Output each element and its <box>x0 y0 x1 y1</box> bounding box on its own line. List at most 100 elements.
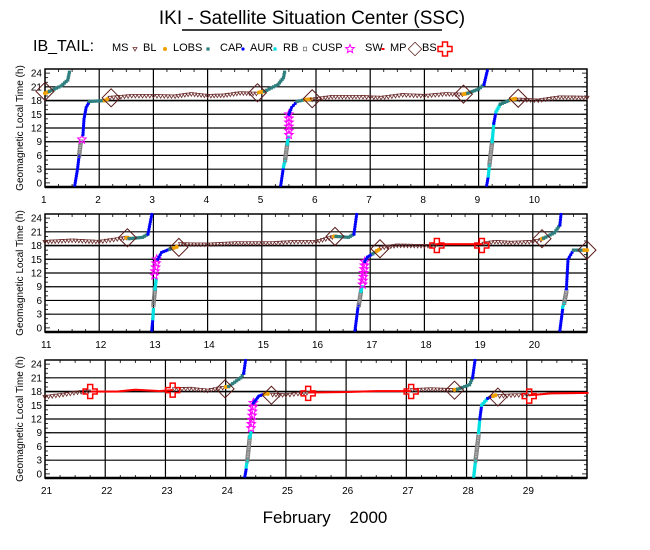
legend-label-mp: MP <box>390 42 407 54</box>
data-point-ms <box>49 394 55 399</box>
data-point-aur <box>483 400 487 404</box>
data-point-cap <box>81 124 86 128</box>
data-point-sw <box>460 243 464 246</box>
track-sw <box>435 243 483 246</box>
data-point-ms <box>418 244 424 249</box>
data-point-bl <box>105 97 110 102</box>
data-point-lobs <box>142 234 146 238</box>
data-point-ms <box>542 97 549 103</box>
data-point-ms <box>211 93 217 99</box>
data-point-cap <box>473 361 477 365</box>
track-cap <box>352 212 359 236</box>
data-point-lobs <box>67 73 71 77</box>
legend-label-aur: AUR <box>250 42 273 54</box>
legend-marker-cap <box>241 47 245 51</box>
data-point-sw <box>462 243 466 246</box>
data-point-cap <box>471 373 475 377</box>
data-point-ms <box>234 91 240 97</box>
data-point-ms <box>519 240 525 246</box>
data-point-sw <box>353 390 357 393</box>
data-point-sw <box>334 391 338 394</box>
data-point-sw <box>393 390 397 393</box>
data-point-sw <box>162 389 166 392</box>
x-tick-label: 13 <box>149 340 161 351</box>
data-point-ms <box>339 94 346 100</box>
data-point-lobs <box>574 248 578 252</box>
data-point-aur <box>248 433 252 437</box>
track-lobs <box>47 70 71 94</box>
y-tick-label: 12 <box>31 124 43 135</box>
data-point-rb <box>563 293 568 299</box>
data-point-ms <box>273 241 279 246</box>
data-point-ms <box>535 98 541 104</box>
data-point-ms <box>107 238 113 244</box>
data-point-sw <box>455 243 459 246</box>
data-point-rb <box>488 153 493 158</box>
x-tick-label: 23 <box>161 486 173 497</box>
data-point-ms <box>306 239 312 245</box>
data-point-ms <box>224 93 230 98</box>
data-point-ms <box>42 239 48 245</box>
data-point-ms <box>516 393 522 399</box>
data-point-lobs <box>498 102 502 106</box>
data-point-cap <box>81 126 86 130</box>
data-point-rb <box>152 293 157 299</box>
data-point-ms <box>256 241 262 247</box>
track-cap <box>146 212 154 236</box>
data-point-aur <box>477 431 481 435</box>
y-tick-label: 18 <box>31 241 43 252</box>
data-point-ms <box>329 94 335 100</box>
data-point-sw <box>457 243 461 246</box>
data-point-rb <box>489 146 494 151</box>
data-point-lobs <box>460 385 464 390</box>
legend-label-lobs: LOBS <box>173 42 202 54</box>
data-point-sw <box>532 393 536 396</box>
data-point-ms <box>401 243 407 249</box>
data-point-lobs <box>467 383 472 387</box>
data-point-sw <box>573 392 577 395</box>
crossing-mp <box>302 89 322 109</box>
data-point-aur <box>491 128 495 132</box>
track-rb <box>151 286 158 308</box>
data-point-lobs <box>348 234 352 238</box>
data-point-cap <box>82 119 86 123</box>
data-point-sw <box>447 243 451 246</box>
data-point-ms <box>238 241 245 247</box>
data-point-cusp <box>283 112 295 124</box>
data-point-lobs <box>542 236 546 240</box>
data-point-cap <box>558 223 562 227</box>
data-point-rb <box>246 448 251 454</box>
data-point-sw <box>400 390 404 393</box>
data-point-ms <box>197 388 204 393</box>
data-point-ms <box>283 393 289 399</box>
data-point-ms <box>404 243 411 249</box>
tracks <box>42 212 589 332</box>
data-point-ms <box>508 240 514 246</box>
data-point-ms <box>139 94 146 99</box>
data-point-cap <box>150 212 154 217</box>
data-point-ms <box>182 93 188 98</box>
y-tick-label: 6 <box>36 296 42 307</box>
data-point-lobs <box>371 252 375 256</box>
data-point-cap <box>353 222 357 226</box>
data-point-rb <box>247 439 252 445</box>
data-point-cap <box>353 227 357 231</box>
data-point-ms <box>563 95 570 101</box>
data-point-lobs <box>282 70 287 74</box>
track-bl <box>582 248 589 253</box>
data-point-rb <box>151 302 156 308</box>
data-point-ms <box>76 238 82 244</box>
data-point-rb <box>78 144 83 149</box>
y-tick-label: 15 <box>31 401 43 412</box>
x-tick-label: 26 <box>342 486 354 497</box>
data-point-cusp <box>357 278 369 290</box>
data-point-rb <box>562 298 567 303</box>
data-point-ms <box>55 239 62 245</box>
crossing-mp <box>453 84 474 104</box>
data-point-cap <box>242 371 246 375</box>
data-point-ms <box>456 92 462 98</box>
data-point-ms <box>389 94 395 100</box>
data-point-ms <box>434 387 440 393</box>
data-point-sw <box>452 243 456 246</box>
